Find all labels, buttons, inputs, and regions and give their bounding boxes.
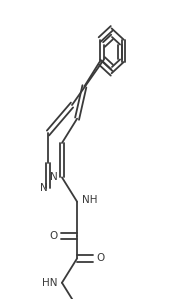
Text: N: N [40,183,48,193]
Text: O: O [49,231,58,241]
Text: N: N [50,172,58,182]
Text: O: O [97,254,105,263]
Text: HN: HN [42,278,57,288]
Text: NH: NH [82,195,97,205]
